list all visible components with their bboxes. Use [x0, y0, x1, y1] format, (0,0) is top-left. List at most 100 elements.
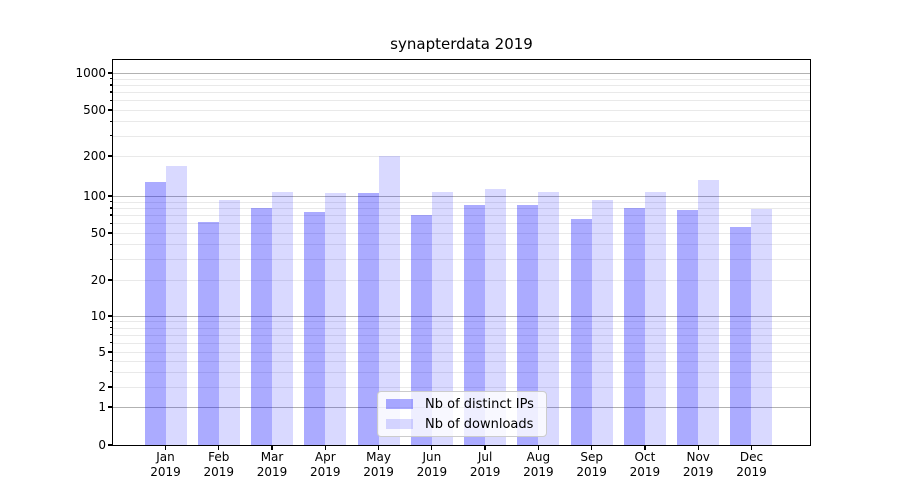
bar-distinct-ips [730, 226, 752, 445]
y-minor-tick-mark [110, 258, 113, 260]
y-minor-tick-mark [110, 370, 113, 373]
x-tick-mark [591, 445, 593, 450]
x-tick-label: Mar 2019 [256, 450, 288, 479]
y-tick-mark [108, 444, 113, 446]
y-minor-tick-mark [110, 222, 113, 224]
x-tick-label: May 2019 [363, 450, 394, 479]
y-minor-tick-mark [110, 77, 113, 80]
bar-downloads [325, 192, 347, 445]
major-gridline [113, 316, 810, 317]
x-tick-label: Nov 2019 [682, 450, 714, 479]
bar-distinct-ips [197, 221, 219, 445]
x-tick-mark [644, 445, 646, 450]
bar-distinct-ips [464, 205, 486, 445]
y-minor-tick-mark [110, 320, 113, 323]
minor-gridline [113, 371, 810, 373]
y-minor-tick-mark [110, 341, 113, 344]
minor-gridline [113, 201, 810, 203]
x-tick-mark [697, 445, 699, 450]
bar-downloads [591, 200, 613, 445]
y-minor-tick-mark [110, 359, 113, 362]
bar-distinct-ips [410, 215, 432, 445]
y-minor-tick-mark [110, 243, 113, 246]
x-tick-mark [537, 445, 540, 450]
minor-gridline [113, 352, 810, 353]
minor-gridline [113, 360, 810, 362]
bar-distinct-ips [570, 218, 592, 445]
minor-gridline [113, 259, 810, 261]
y-minor-tick-mark [110, 84, 113, 86]
y-minor-tick-mark [110, 207, 113, 209]
bar-downloads [165, 166, 187, 445]
y-tick-label: 20 [90, 273, 106, 287]
x-tick-mark [750, 445, 753, 450]
bar-distinct-ips [623, 207, 645, 445]
major-gridline [113, 196, 810, 197]
y-minor-tick-mark [110, 232, 113, 234]
legend-swatch-downloads-icon [386, 419, 413, 429]
x-tick-mark [324, 445, 326, 450]
minor-gridline [113, 280, 810, 281]
x-tick-mark [271, 445, 273, 450]
minor-gridline [113, 92, 810, 94]
chart-title: synapterdata 2019 [390, 35, 533, 53]
minor-gridline [113, 100, 810, 102]
bar-downloads [378, 155, 400, 445]
bar-downloads [538, 192, 560, 445]
y-minor-tick-mark [110, 99, 113, 101]
y-minor-tick-mark [110, 109, 113, 111]
minor-gridline [113, 156, 810, 157]
minor-gridline [113, 84, 810, 86]
legend-label-downloads: Nb of downloads [425, 416, 534, 432]
y-tick-label: 500 [83, 103, 106, 117]
bar-downloads [644, 191, 666, 445]
plot-area [113, 60, 810, 445]
x-tick-mark [164, 445, 167, 450]
bar-downloads [431, 192, 453, 445]
x-tick-label: Sep 2019 [576, 450, 607, 479]
major-gridline [113, 73, 810, 74]
y-tick-mark [108, 195, 113, 197]
x-tick-label: Apr 2019 [310, 450, 341, 479]
y-minor-tick-mark [110, 155, 113, 157]
y-tick-label: 2 [98, 380, 106, 394]
y-minor-tick-mark [110, 120, 113, 122]
y-tick-label: 1 [98, 400, 106, 414]
y-minor-tick-mark [110, 326, 113, 329]
y-minor-tick-mark [110, 386, 113, 388]
minor-gridline [113, 321, 810, 323]
bar-distinct-ips [251, 207, 273, 445]
x-tick-label: Dec 2019 [736, 450, 767, 479]
minor-gridline [113, 233, 810, 234]
minor-gridline [113, 207, 810, 209]
minor-gridline [113, 135, 810, 137]
y-tick-label: 10 [90, 309, 106, 323]
x-tick-mark [431, 445, 433, 450]
x-tick-mark [484, 445, 486, 450]
y-tick-label: 0 [98, 438, 106, 452]
y-minor-tick-mark [110, 200, 113, 203]
minor-gridline [113, 78, 810, 80]
y-minor-tick-mark [110, 333, 113, 336]
x-tick-mark [377, 445, 380, 450]
x-tick-label: Aug 2019 [523, 450, 554, 479]
x-tick-label: Jun 2019 [416, 450, 448, 479]
y-minor-tick-mark [110, 214, 113, 216]
y-minor-tick-mark [110, 134, 113, 137]
bar-distinct-ips [304, 212, 326, 445]
y-tick-mark [108, 72, 113, 74]
bar-downloads [751, 209, 773, 445]
legend-item-downloads: Nb of downloads [386, 417, 538, 432]
legend-label-distinct-ips: Nb of distinct IPs [425, 396, 534, 412]
minor-gridline [113, 342, 810, 344]
minor-gridline [113, 223, 810, 225]
legend-swatch-distinct-ips-icon [386, 399, 413, 409]
y-tick-label: 200 [83, 149, 106, 163]
minor-gridline [113, 110, 810, 111]
bar-downloads [698, 179, 720, 445]
bar-distinct-ips [677, 209, 699, 445]
legend-item-distinct-ips: Nb of distinct IPs [386, 397, 538, 412]
x-tick-label: Feb 2019 [203, 450, 235, 479]
y-tick-label: 50 [90, 226, 106, 240]
